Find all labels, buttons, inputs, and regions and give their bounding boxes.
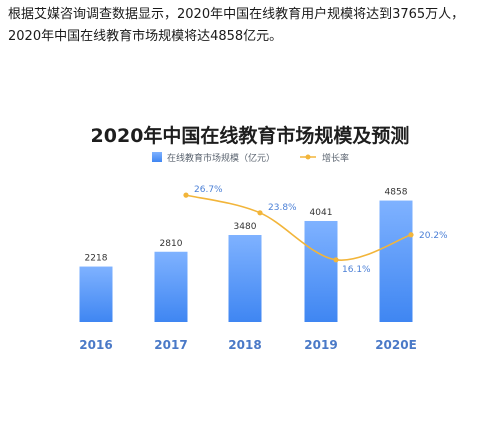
intro-paragraph: 根据艾媒咨询调查数据显示，2020年中国在线教育用户规模将达到3765万人，20…	[8, 7, 465, 44]
category-label-2019: 2019	[304, 338, 337, 352]
bar-value-labels: 2218 2810 3480 4041 4858	[85, 188, 408, 264]
bar-value-label-2017: 2810	[160, 239, 183, 249]
category-label-2018: 2018	[228, 338, 261, 352]
bar-value-label-2019: 4041	[310, 208, 333, 218]
rate-value-label-2020E: 20.2%	[419, 231, 448, 241]
rate-series	[183, 192, 414, 263]
legend-bar-label: 在线教育市场规模（亿元）	[167, 152, 275, 164]
rate-value-labels: 26.7% 23.8% 16.1% 20.2%	[194, 185, 448, 275]
bar-value-label-2016: 2218	[85, 254, 108, 264]
bar-2020E	[379, 200, 413, 322]
bar-2017	[154, 251, 188, 322]
category-label-2016: 2016	[79, 338, 112, 352]
bar-2018	[228, 235, 262, 322]
chart-title: 2020年中国在线教育市场规模及预测	[91, 124, 410, 147]
bar-series	[79, 200, 413, 322]
rate-value-label-2019: 16.1%	[342, 265, 371, 275]
rate-point-2017	[183, 192, 189, 198]
category-axis-labels: 2016 2017 2018 2019 2020E	[79, 338, 417, 352]
category-label-2017: 2017	[154, 338, 187, 352]
legend-line-label: 增长率	[322, 152, 349, 164]
rate-point-2018	[257, 210, 263, 216]
rate-value-label-2018: 23.8%	[268, 203, 297, 213]
rate-line-path	[185, 194, 412, 261]
rate-value-label-2017: 26.7%	[194, 185, 223, 195]
category-label-2020E: 2020E	[375, 338, 417, 352]
bar-value-label-2020E: 4858	[385, 188, 408, 198]
rate-point-2020E	[408, 232, 414, 238]
legend-bar-swatch	[152, 152, 162, 162]
legend-line-marker	[305, 154, 311, 160]
bar-2016	[79, 266, 113, 322]
bar-2019	[304, 220, 338, 322]
rate-point-2019	[333, 257, 339, 263]
bar-value-label-2018: 3480	[234, 222, 257, 232]
legend: 在线教育市场规模（亿元） 增长率	[152, 152, 349, 164]
